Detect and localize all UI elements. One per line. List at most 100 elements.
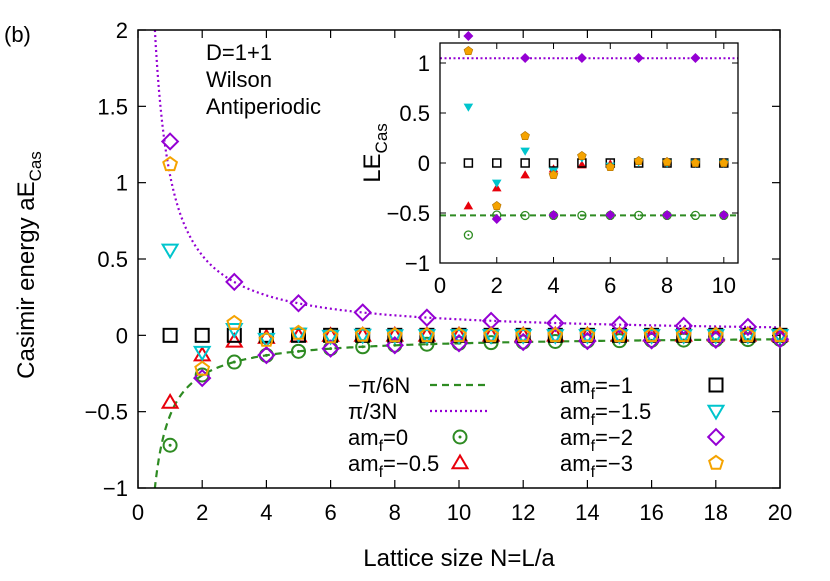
series-5-point: [611, 326, 628, 343]
inset-y-axis-title: LECas: [359, 123, 391, 183]
inset-series-0-point: [690, 210, 701, 221]
series-3-point: [417, 329, 437, 345]
series-5-point: [772, 326, 788, 343]
inset-series-0-point: [577, 210, 587, 221]
annotation-line: Antiperiodic: [206, 94, 321, 119]
legend-marker: [706, 404, 726, 421]
series-0-point: [226, 354, 242, 370]
y-tick-label: 1: [116, 171, 128, 196]
series-5-point: [322, 328, 339, 344]
inset-series-4-point: [605, 210, 616, 220]
legend-label: amf=−3: [560, 451, 633, 481]
legend-marker: [452, 429, 468, 445]
series-3-point: [225, 322, 244, 339]
inset-x-tick-label: 2: [491, 273, 503, 298]
series-2-point: [162, 327, 178, 343]
series-4-point: [738, 317, 758, 337]
series-5-point: [290, 324, 307, 340]
x-tick-label: 2: [196, 500, 208, 525]
series-5-point: [226, 314, 243, 330]
inset-series-3-point: [491, 179, 502, 188]
curve-0: [153, 338, 779, 488]
main-plot: 0 2 4 6 8 10 12 14 16 18 20−1−0.500.511.52Lattice …: [13, 18, 792, 572]
curve-1: [153, 30, 779, 329]
legend-label: π/3N: [348, 399, 397, 424]
inset-series-5-point: [690, 158, 701, 167]
series-3-point: [610, 329, 629, 345]
series-3-point: [353, 328, 372, 345]
inset-background: [440, 43, 750, 263]
x-tick-label: 16: [639, 500, 663, 525]
series-4-point: [289, 294, 308, 313]
x-tick-label: 6: [324, 500, 336, 525]
series-5-point: [354, 326, 371, 342]
inset-y-tick-label: 0: [418, 151, 430, 176]
inset-series-3-point: [520, 147, 530, 156]
y-tick-label: 2: [116, 18, 128, 43]
y-tick-label: 0: [116, 323, 128, 348]
inset-x-tick-label: 10: [712, 273, 736, 298]
legend-label: −π/6N: [348, 373, 410, 398]
inset-series-2-point: [492, 158, 502, 168]
legend-marker: [708, 377, 724, 393]
series-5-point: [707, 326, 724, 343]
inset-series-1-point: [520, 170, 530, 179]
series-3-point: [449, 329, 469, 345]
series-5-point: [258, 331, 275, 347]
series-4-point: [225, 272, 244, 292]
inset-series-4-point: [576, 53, 587, 63]
series-4-point: [674, 316, 693, 336]
legend-label: amf=0: [348, 425, 408, 455]
inset-series-5-point: [463, 46, 474, 56]
inset-y-tick-label: −1: [405, 251, 430, 276]
inset-series-5-point: [662, 157, 672, 166]
series-5-point: [194, 360, 211, 376]
inset-series-5-point: [577, 151, 587, 160]
y-tick-label: −0.5: [85, 400, 128, 425]
y-axis-title: Casimir energy aECas: [13, 151, 45, 379]
series-4-point: [385, 336, 405, 355]
inset-series-0-point: [520, 210, 530, 221]
legend-marker: [450, 453, 470, 470]
inset-series-2-point: [520, 158, 530, 168]
series-5-point: [675, 326, 692, 343]
annotation-line: D=1+1: [206, 40, 272, 65]
series-2-point: [194, 327, 210, 343]
series-4-point: [321, 339, 340, 358]
legend-marker: [706, 427, 726, 447]
inset-series-5-point: [548, 170, 559, 179]
y-tick-label: −1: [103, 476, 128, 501]
panel-label: (b): [4, 22, 31, 47]
inset-plot: 0 2 4 6 8 10 −1 −0.5 0 0.5 1 LECas: [359, 31, 750, 298]
inset-series-2-point: [548, 158, 559, 168]
legend-marker: [708, 454, 724, 470]
series-5-point: [162, 155, 179, 172]
series-5-point: [451, 326, 467, 343]
series-4-point: [192, 368, 212, 388]
x-tick-label: 4: [260, 500, 272, 525]
inset-frame: [439, 42, 739, 264]
series-4-point: [546, 313, 565, 333]
series-5-point: [643, 326, 660, 343]
annotation-line: Wilson: [206, 67, 272, 92]
x-tick-label: 0: [132, 500, 144, 525]
legend-label: amf=−1: [560, 373, 633, 403]
series-3-point: [289, 327, 308, 344]
inset-y-tick-label: 0.5: [399, 101, 430, 126]
inset-y-tick-label: −0.5: [387, 201, 430, 226]
y-tick-label: 0.5: [97, 247, 128, 272]
series-5-point: [579, 326, 596, 343]
inset-series-4-point: [491, 214, 502, 224]
series-4-point: [417, 308, 437, 327]
x-tick-label: 12: [511, 500, 535, 525]
y-tick-label: 1.5: [97, 94, 128, 119]
legend-label: amf=−2: [560, 425, 633, 455]
series-0-point: [291, 343, 306, 359]
inset-x-tick-label: 0: [434, 273, 446, 298]
series-1-point: [160, 393, 180, 409]
series-4-point: [610, 315, 629, 334]
x-axis-title: Lattice size N=L/a: [363, 545, 555, 572]
legend-label: amf=−0.5: [348, 451, 439, 481]
